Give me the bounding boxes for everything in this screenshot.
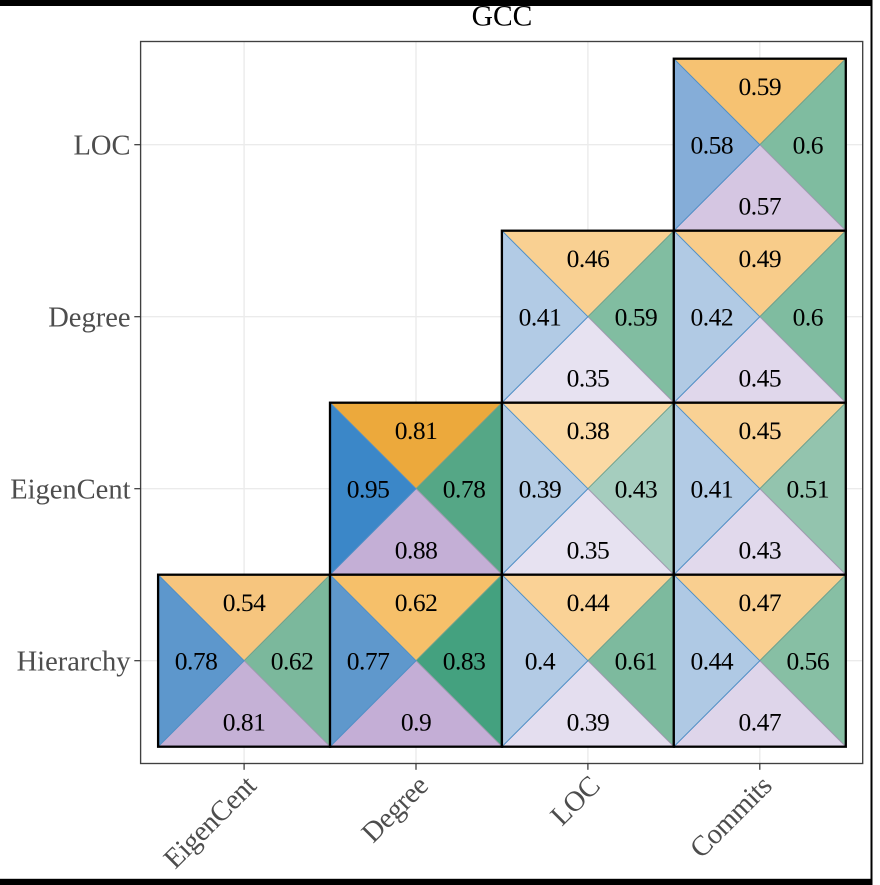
- svg-text:0.59: 0.59: [615, 303, 658, 332]
- svg-text:0.45: 0.45: [738, 416, 781, 445]
- svg-text:Degree: Degree: [48, 302, 130, 333]
- svg-text:0.47: 0.47: [738, 708, 781, 737]
- svg-text:0.62: 0.62: [395, 588, 438, 617]
- svg-text:0.59: 0.59: [738, 72, 781, 101]
- svg-text:0.78: 0.78: [175, 647, 218, 676]
- svg-text:0.57: 0.57: [738, 192, 781, 221]
- svg-text:0.81: 0.81: [395, 416, 438, 445]
- svg-text:0.38: 0.38: [567, 416, 610, 445]
- svg-text:0.43: 0.43: [615, 475, 658, 504]
- svg-text:0.35: 0.35: [567, 364, 610, 393]
- svg-text:0.41: 0.41: [519, 303, 562, 332]
- svg-text:Hierarchy: Hierarchy: [17, 646, 132, 677]
- svg-text:0.44: 0.44: [690, 647, 733, 676]
- svg-text:0.35: 0.35: [567, 536, 610, 565]
- svg-text:0.42: 0.42: [690, 303, 733, 332]
- svg-text:0.6: 0.6: [793, 131, 823, 160]
- svg-text:0.95: 0.95: [347, 475, 390, 504]
- svg-text:0.61: 0.61: [615, 647, 658, 676]
- svg-text:0.81: 0.81: [223, 708, 266, 737]
- svg-text:0.56: 0.56: [786, 647, 829, 676]
- svg-text:0.62: 0.62: [271, 647, 314, 676]
- svg-text:0.51: 0.51: [786, 475, 829, 504]
- svg-text:0.43: 0.43: [738, 536, 781, 565]
- svg-text:0.83: 0.83: [443, 647, 486, 676]
- svg-text:0.88: 0.88: [395, 536, 438, 565]
- svg-text:0.44: 0.44: [567, 588, 610, 617]
- svg-text:0.4: 0.4: [525, 647, 556, 676]
- svg-text:0.49: 0.49: [738, 244, 781, 273]
- svg-text:0.9: 0.9: [401, 708, 431, 737]
- svg-text:0.41: 0.41: [690, 475, 733, 504]
- svg-text:EigenCent: EigenCent: [10, 474, 130, 505]
- svg-text:LOC: LOC: [74, 130, 131, 161]
- svg-text:0.58: 0.58: [690, 131, 733, 160]
- svg-text:0.47: 0.47: [738, 588, 781, 617]
- svg-text:0.78: 0.78: [443, 475, 486, 504]
- svg-text:0.45: 0.45: [738, 364, 781, 393]
- svg-text:0.39: 0.39: [567, 708, 610, 737]
- svg-text:0.6: 0.6: [793, 303, 823, 332]
- svg-text:0.77: 0.77: [347, 647, 390, 676]
- svg-text:0.46: 0.46: [567, 244, 610, 273]
- svg-text:0.39: 0.39: [519, 475, 562, 504]
- svg-text:0.54: 0.54: [223, 588, 266, 617]
